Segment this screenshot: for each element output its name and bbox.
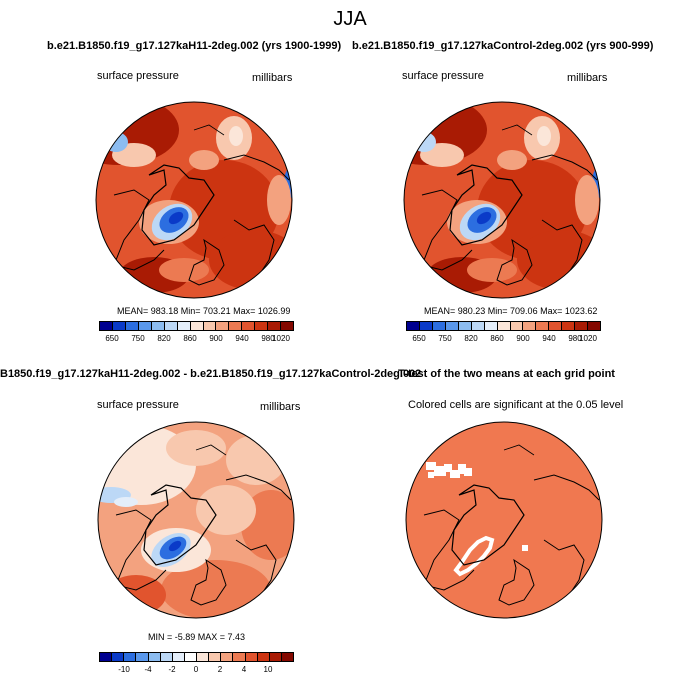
panel-3-tick: -4 [144,665,152,674]
panel-2-title: b.e21.B1850.f19_g17.127kaControl-2deg.00… [352,40,654,52]
panel-2-stats: MEAN= 980.23 Min= 709.06 Max= 1023.62 [424,306,598,316]
panel-3-tick: 10 [263,665,273,674]
panel-1-tick: 860 [183,334,197,343]
panel-2-tick: 980 [568,334,582,343]
panel-1-tick: 900 [209,334,223,343]
panel-4-significance-map [405,421,603,619]
panel-3-tick: 4 [241,665,247,674]
panel-1-tick: 820 [157,334,171,343]
panel-2-polar-map [403,101,601,299]
panel-1-stats: MEAN= 983.18 Min= 703.21 Max= 1026.99 [117,306,291,316]
panel-2-units-label: millibars [567,72,608,84]
panel-3-stats: MIN = -5.89 MAX = 7.43 [148,632,246,642]
panel-4-title: T-test of the two means at each grid poi… [398,368,615,380]
panel-1-tick: 650 [105,334,119,343]
panel-2-tick: 820 [464,334,478,343]
panel-2-tick: 650 [412,334,426,343]
panel-2-colorbar [406,321,601,331]
panel-3-title: B1850.f19_g17.127kaH11-2deg.002 - b.e21.… [0,368,422,380]
panel-1-tick: 980 [261,334,275,343]
panel-3-tick: 0 [193,665,199,674]
panel-3-difference-map [97,421,295,619]
panel-1-title: b.e21.B1850.f19_g17.127kaH11-2deg.002 (y… [47,40,342,52]
panel-1-units-label: millibars [252,72,293,84]
figure-title: JJA [333,8,367,30]
panel-3-units-label: millibars [260,401,301,413]
panel-2-tick: 1020 [579,334,597,343]
panel-1-polar-map [95,101,293,299]
panel-4-significance-note: Colored cells are significant at the 0.0… [408,399,624,411]
panel-1-tick: 1020 [272,334,290,343]
panel-1-colorbar [99,321,294,331]
panel-1-tick: 750 [131,334,145,343]
panel-1-tick: 940 [235,334,249,343]
panel-2-tick: 900 [516,334,530,343]
panel-3-variable-label: surface pressure [97,399,179,411]
panel-3-tick: 2 [217,665,223,674]
panel-3-colorbar [99,652,294,662]
panel-2-variable-label: surface pressure [402,70,484,82]
panel-2-tick: 750 [438,334,452,343]
panel-2-tick: 860 [490,334,504,343]
panel-3-tick: -10 [118,665,130,674]
panel-1-variable-label: surface pressure [97,70,179,82]
panel-2-tick: 940 [542,334,556,343]
panel-3-tick: -2 [168,665,176,674]
